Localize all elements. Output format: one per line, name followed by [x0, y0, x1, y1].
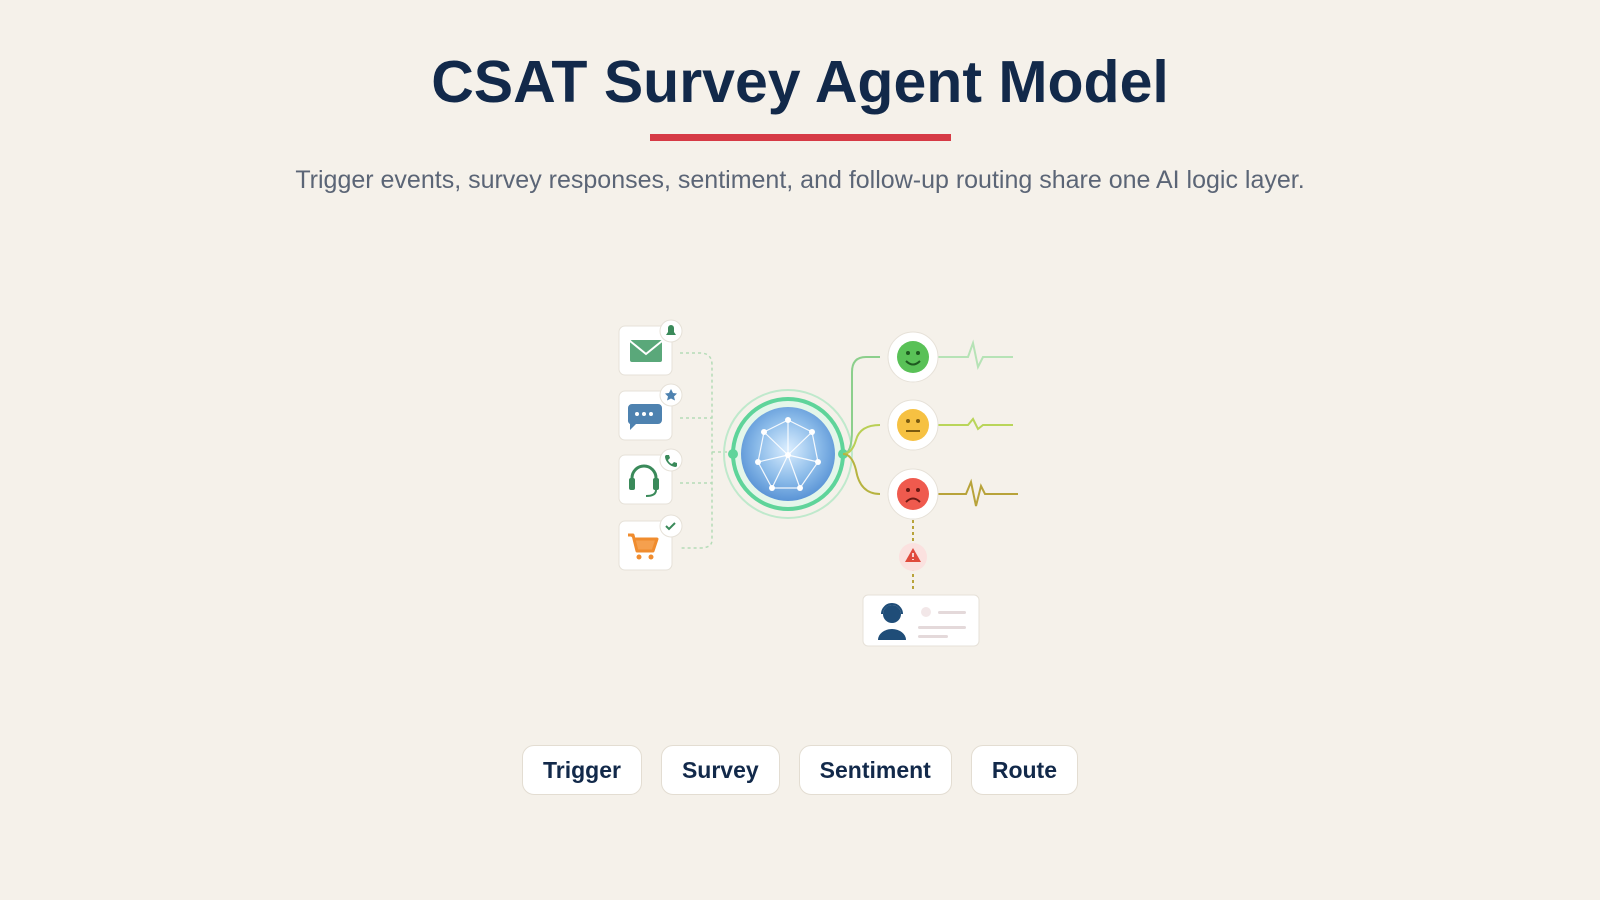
tag: Route: [970, 745, 1079, 795]
subtitle: Trigger events, survey responses, sentim…: [295, 166, 1305, 194]
tag: Sentiment: [798, 745, 952, 795]
title: CSAT Survey Agent Model: [431, 49, 1169, 115]
title-underline: [650, 134, 951, 141]
source-icons: [618, 319, 683, 571]
tag-row: Trigger Survey Sentiment Route: [0, 745, 1600, 795]
agent-card: [862, 594, 980, 647]
sentiment-faces: [887, 331, 939, 571]
tag: Survey: [660, 745, 780, 795]
tag: Trigger: [521, 745, 642, 795]
ai-core: [723, 389, 853, 519]
